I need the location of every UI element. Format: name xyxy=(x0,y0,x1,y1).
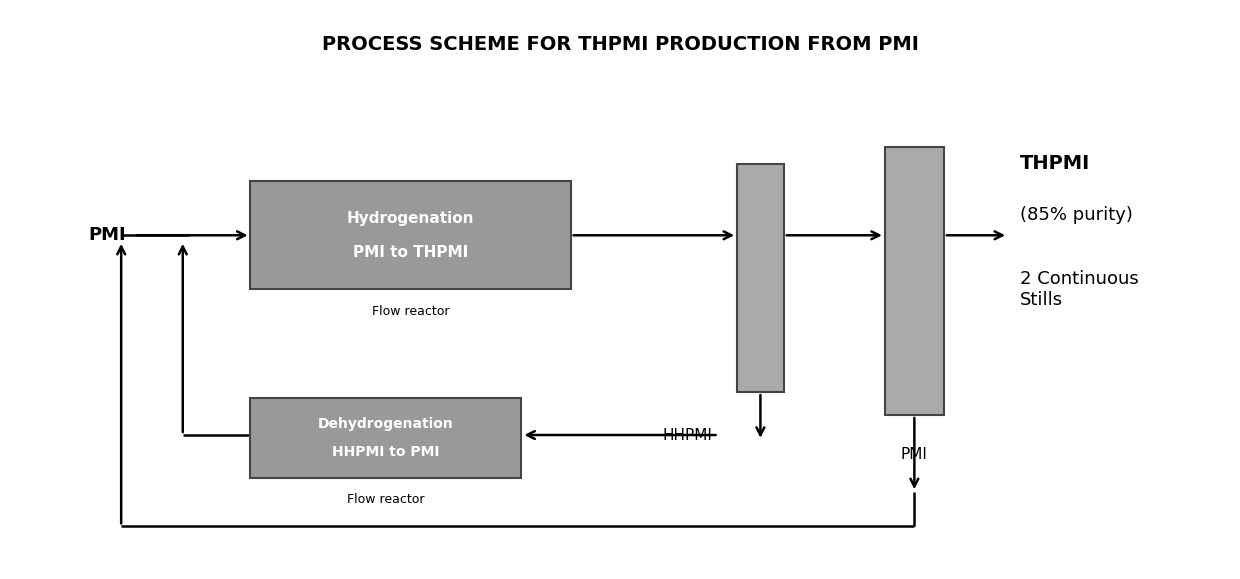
Text: PROCESS SCHEME FOR THPMI PRODUCTION FROM PMI: PROCESS SCHEME FOR THPMI PRODUCTION FROM… xyxy=(321,35,919,54)
Text: Hydrogenation: Hydrogenation xyxy=(347,211,475,226)
Text: Flow reactor: Flow reactor xyxy=(347,493,425,506)
Text: 2 Continuous
Stills: 2 Continuous Stills xyxy=(1021,270,1140,309)
Text: HHPMI: HHPMI xyxy=(662,427,712,442)
Text: PMI to THPMI: PMI to THPMI xyxy=(353,245,469,260)
Text: HHPMI to PMI: HHPMI to PMI xyxy=(332,445,440,459)
Text: PMI: PMI xyxy=(901,448,928,463)
Text: (85% purity): (85% purity) xyxy=(1021,206,1133,224)
Bar xyxy=(737,164,784,392)
Bar xyxy=(885,147,944,415)
Bar xyxy=(250,181,570,290)
Text: PMI: PMI xyxy=(88,226,125,244)
Text: THPMI: THPMI xyxy=(1021,155,1090,174)
Text: Dehydrogenation: Dehydrogenation xyxy=(319,417,454,431)
Bar xyxy=(250,398,522,478)
Text: Flow reactor: Flow reactor xyxy=(372,305,449,318)
